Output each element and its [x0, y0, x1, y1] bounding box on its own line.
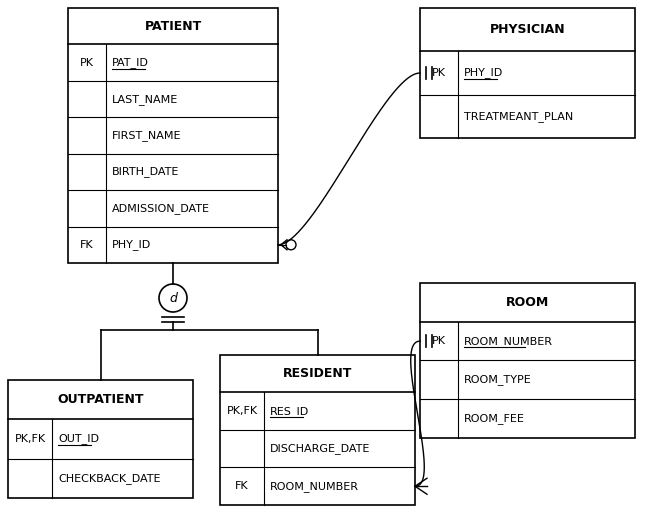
Text: d: d: [169, 291, 177, 305]
Text: PHY_ID: PHY_ID: [112, 239, 151, 250]
Text: DISCHARGE_DATE: DISCHARGE_DATE: [270, 444, 370, 454]
Text: FK: FK: [80, 240, 94, 250]
Text: ROOM_TYPE: ROOM_TYPE: [464, 375, 532, 385]
Bar: [420, 8, 635, 138]
Text: BIRTH_DATE: BIRTH_DATE: [112, 167, 180, 177]
Text: PHY_ID: PHY_ID: [464, 67, 503, 79]
Text: LAST_NAME: LAST_NAME: [112, 94, 178, 105]
Bar: [220, 355, 415, 505]
Text: PAT_ID: PAT_ID: [112, 57, 149, 68]
Text: OUT_ID: OUT_ID: [58, 433, 99, 445]
Text: PHYSICIAN: PHYSICIAN: [490, 23, 565, 36]
Text: PK,FK: PK,FK: [14, 434, 46, 444]
Text: ROOM_NUMBER: ROOM_NUMBER: [464, 336, 553, 346]
Bar: [8, 380, 193, 498]
Text: ADMISSION_DATE: ADMISSION_DATE: [112, 203, 210, 214]
Text: FK: FK: [235, 481, 249, 491]
Text: ROOM: ROOM: [506, 296, 549, 309]
Text: PK: PK: [432, 336, 446, 346]
Text: OUTPATIENT: OUTPATIENT: [57, 393, 144, 406]
Bar: [420, 283, 635, 438]
Text: PK,FK: PK,FK: [227, 406, 258, 416]
Text: RESIDENT: RESIDENT: [283, 367, 352, 380]
Text: RES_ID: RES_ID: [270, 406, 309, 416]
Text: TREATMEANT_PLAN: TREATMEANT_PLAN: [464, 111, 574, 122]
Text: PK: PK: [432, 68, 446, 78]
Text: PATIENT: PATIENT: [145, 20, 202, 33]
Bar: [68, 8, 278, 263]
Text: ROOM_NUMBER: ROOM_NUMBER: [270, 481, 359, 492]
Text: ROOM_FEE: ROOM_FEE: [464, 413, 525, 424]
Text: FIRST_NAME: FIRST_NAME: [112, 130, 182, 141]
Text: PK: PK: [80, 58, 94, 67]
Text: CHECKBACK_DATE: CHECKBACK_DATE: [58, 473, 161, 484]
